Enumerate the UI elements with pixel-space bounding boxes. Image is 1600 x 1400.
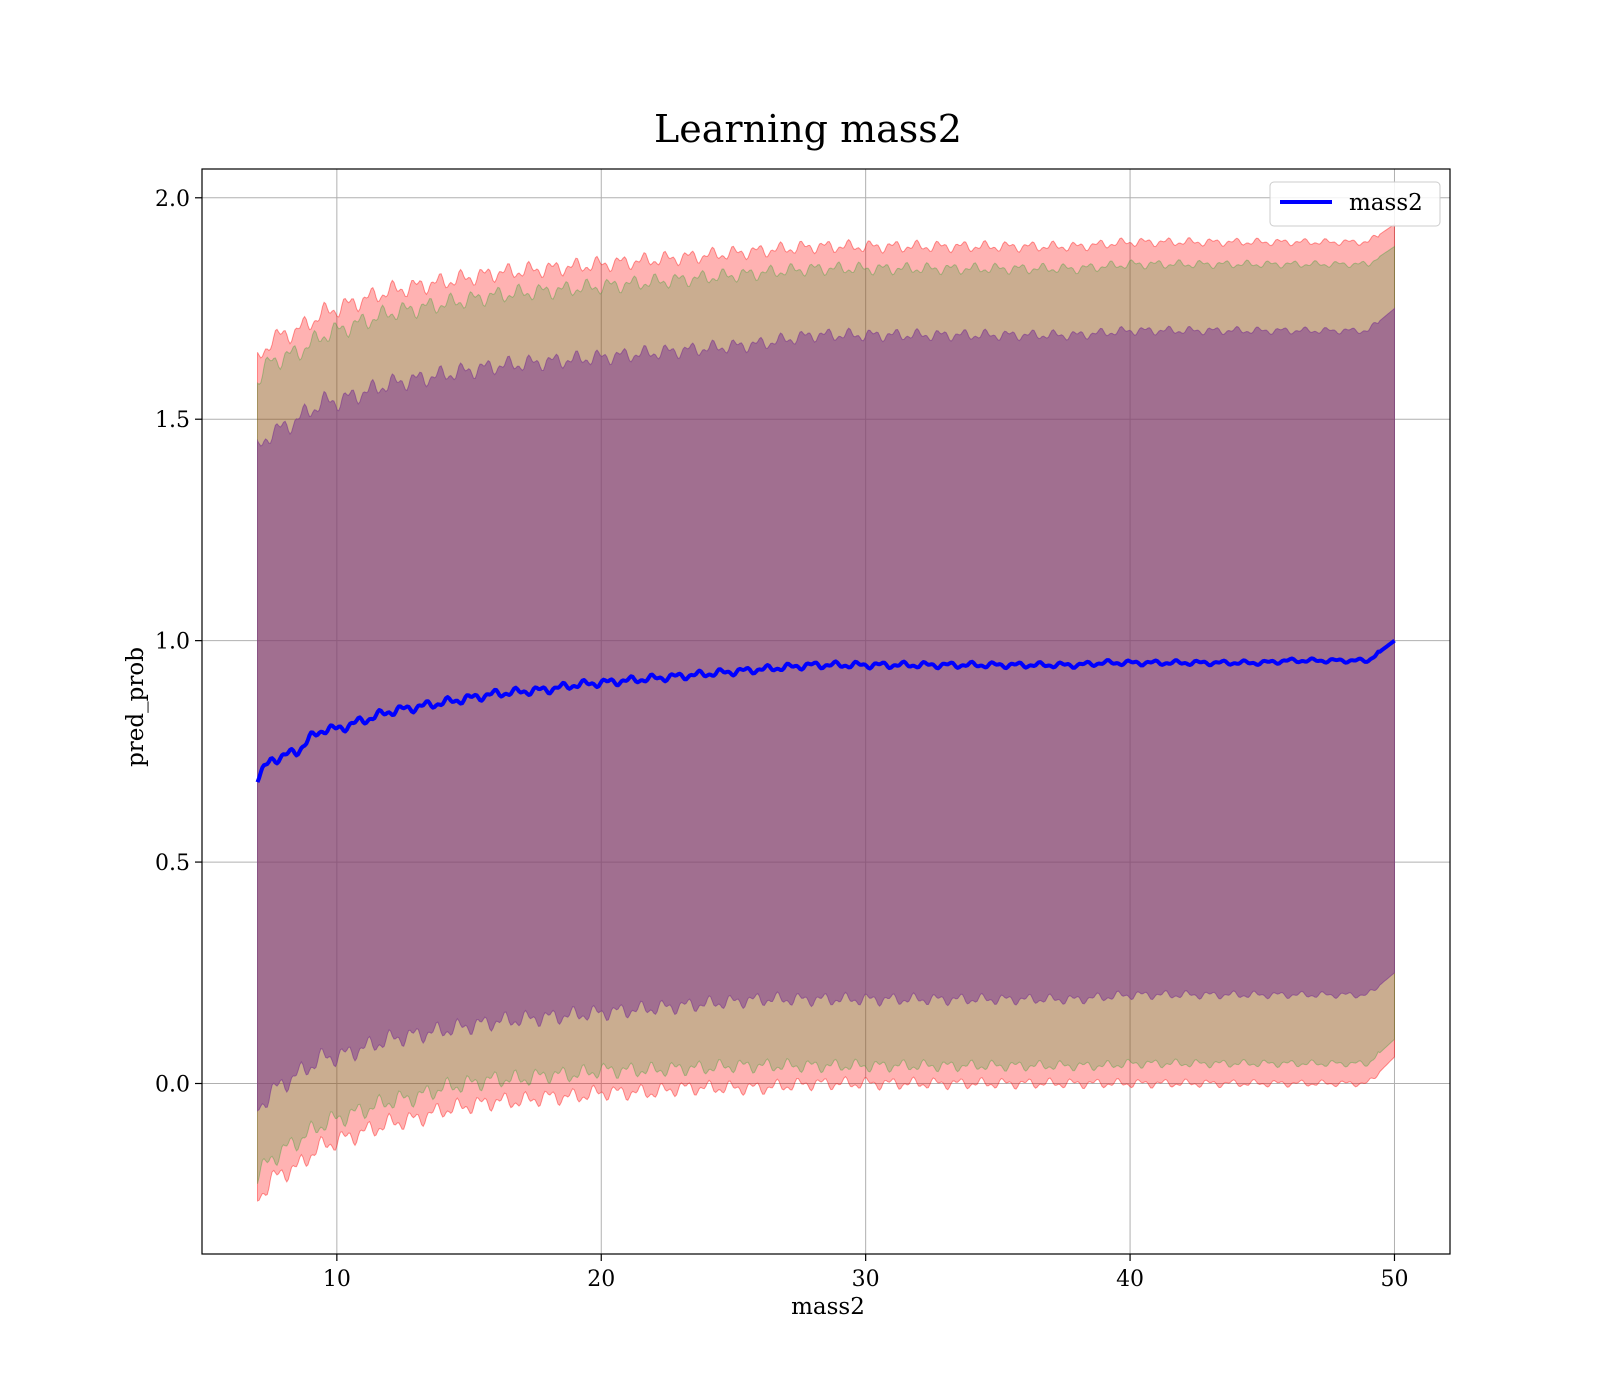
x-tick-label: 40 [1116, 1267, 1144, 1292]
x-tick-label: 50 [1380, 1267, 1408, 1292]
legend-box [1269, 181, 1441, 227]
y-tick-label: 1.5 [155, 408, 190, 433]
confidence-bands [257, 223, 1395, 1202]
y-axis-label: pred_prob [123, 647, 149, 767]
y-axis: 0.0 0.5 1.0 1.5 2.0 [155, 187, 202, 1098]
x-tick-label: 20 [587, 1267, 615, 1292]
x-tick-label: 30 [852, 1267, 880, 1292]
y-tick-label: 0.0 [155, 1073, 190, 1098]
y-tick-label: 2.0 [155, 187, 190, 212]
legend-label-mass2: mass2 [1349, 190, 1423, 216]
band-inner-band [257, 307, 1395, 1112]
series-layer [255, 639, 1396, 783]
plot-frame [201, 168, 1451, 1255]
plot-area: 10 20 30 40 50 0.0 0.5 1.0 1.5 2.0 [155, 168, 1451, 1292]
y-tick-label: 0.5 [155, 851, 190, 876]
x-tick-label: 10 [323, 1267, 351, 1292]
series-line-mass2 [255, 639, 1396, 783]
chart-title: Learning mass2 [654, 107, 962, 151]
x-axis: 10 20 30 40 50 [323, 1254, 1408, 1292]
legend: mass2 [1269, 181, 1441, 227]
x-axis-label: mass2 [791, 1294, 865, 1320]
y-tick-label: 1.0 [155, 630, 190, 655]
